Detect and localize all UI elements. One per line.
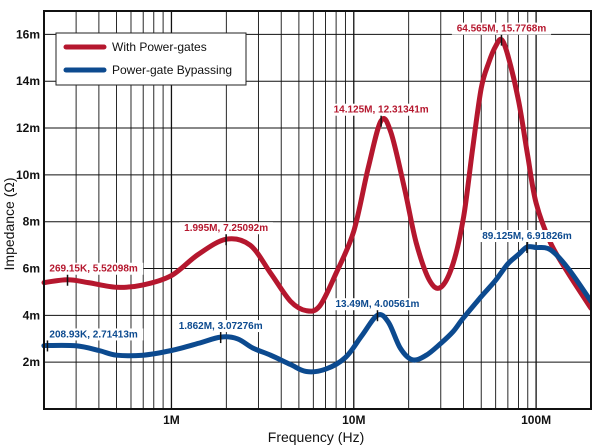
marker-label-bg [44,262,144,275]
y-tick-label: 12m [16,121,40,135]
marker-label-bg [330,298,425,311]
y-axis-title: Impedance (Ω) [1,178,17,271]
plot-frame [43,10,592,410]
marker-label: 269.15K, 5.52098m [49,264,138,275]
series-power-gate-bypassing [41,244,592,375]
tick-labels: 2m 4m 6m 8m 10m 12m 14m 16m 1M 10M 100M [16,27,551,427]
marker-label-bg [451,22,552,35]
y-tick-label: 16m [16,27,40,41]
legend: With Power-gates Power-gate Bypassing [55,32,247,86]
marker-label: 64.565M, 15.7768m [457,24,547,35]
x-tick-label: 10M [342,413,365,427]
series-lines [41,36,592,375]
x-tick-label: 1M [163,413,180,427]
marker-label: 89.125M, 6.91826m [482,231,572,242]
y-tick-label: 14m [16,74,40,88]
legend-label-with-power-gates: With Power-gates [112,40,207,54]
x-axis-title: Frequency (Hz) [268,429,364,445]
x-tick-label: 100M [521,413,551,427]
y-tick-label: 6m [23,262,40,276]
marker-label-bg [179,222,273,235]
y-tick-label: 10m [16,168,40,182]
marker-label: 1.995M, 7.25092m [184,223,268,234]
marker-label: 208.93K, 2.71413m [49,329,138,340]
marker-label: 14.125M, 12.31341m [334,105,429,116]
annotations: 269.15K, 5.52098m 1.995M, 7.25092m 14.125M… [44,22,577,352]
y-tick-label: 4m [23,308,40,322]
y-tick-label: 2m [23,355,40,369]
marker-label-bg [328,103,434,116]
marker-label: 1.862M, 3.07276m [179,321,263,332]
series-with-power-gates [41,36,592,314]
marker-label: 13.49M, 4.00561m [336,299,420,310]
marker-label-bg [477,230,577,243]
legend-label-power-gate-bypassing: Power-gate Bypassing [112,63,232,77]
legend-box [55,32,247,86]
marker-label-bg [173,320,268,333]
y-tick-label: 8m [23,215,40,229]
marker-label-bg [44,328,144,341]
